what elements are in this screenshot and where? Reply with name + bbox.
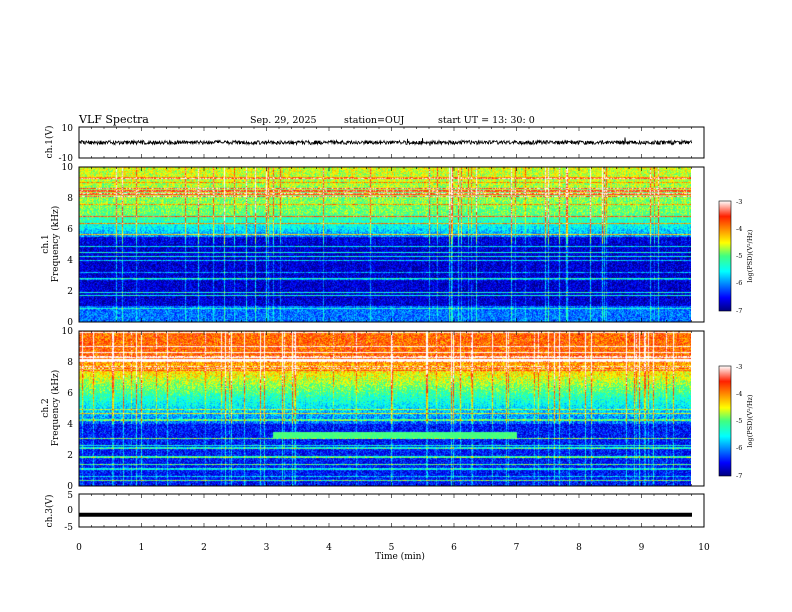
xtick-7: 7 bbox=[514, 543, 520, 553]
figure-title: VLF Spectra bbox=[78, 113, 149, 126]
station-label: station=OUJ bbox=[344, 115, 405, 126]
ch3-waveform-panel: 5 0 -5 ch.3(V) bbox=[44, 491, 705, 533]
ch2-spectrogram-ylabel-frequency: Frequency (kHz) bbox=[50, 370, 61, 447]
ch2-ytick-2: 2 bbox=[67, 451, 73, 461]
ch1-ytick-bottom: -10 bbox=[59, 154, 74, 164]
ch3-waveform-ylabel: ch.3(V) bbox=[44, 495, 55, 528]
ch2-colorbar-label: log(PSD)(V²/Hz) bbox=[746, 394, 754, 447]
ch1-cb-tick-5: -5 bbox=[736, 252, 742, 260]
ch2-spectrogram-ylabel-channel: ch.2 bbox=[41, 398, 51, 417]
start-time-label: start UT = 13: 30: 0 bbox=[438, 115, 535, 126]
date-label: Sep. 29, 2025 bbox=[250, 115, 317, 126]
ch1-ytick-8: 8 bbox=[67, 194, 73, 204]
ch2-spectrogram-image bbox=[79, 331, 691, 486]
ch2-cb-tick-3: -3 bbox=[736, 363, 742, 371]
xtick-5: 5 bbox=[389, 543, 395, 553]
xaxis-label: Time (min) bbox=[375, 551, 425, 562]
ch2-cb-tick-7: -7 bbox=[736, 472, 742, 480]
ch2-cb-tick-4: -4 bbox=[736, 390, 742, 398]
ch1-colorbar: -3 -4 -5 -6 -7 log(PSD)(V²/Hz) bbox=[718, 198, 754, 315]
ch1-ytick-10: 10 bbox=[62, 163, 74, 173]
ch1-spectrogram-ylabel-channel: ch.1 bbox=[41, 234, 51, 253]
xtick-1: 1 bbox=[139, 543, 145, 553]
ch1-spectrogram-panel: 0 2 4 6 8 10 ch.1 Frequency (kHz) bbox=[41, 163, 705, 328]
xtick-3: 3 bbox=[264, 543, 270, 553]
ch2-spectrogram-yticks: 0 2 4 6 8 10 bbox=[62, 327, 74, 492]
ch1-cb-tick-7: -7 bbox=[736, 307, 742, 315]
ch1-ytick-0: 0 bbox=[67, 318, 73, 328]
axis-ticks bbox=[78, 127, 705, 527]
ch1-cb-tick-6: -6 bbox=[736, 279, 742, 287]
xtick-10: 10 bbox=[698, 543, 710, 553]
ch2-ytick-4: 4 bbox=[67, 420, 73, 430]
ch1-cb-tick-4: -4 bbox=[736, 225, 742, 233]
time-axis: 0 1 2 3 4 5 6 7 8 9 10 Time (min) bbox=[76, 543, 710, 562]
ch1-ytick-top: 10 bbox=[62, 124, 74, 134]
ch3-ytick-bottom: -5 bbox=[64, 523, 73, 533]
ch1-colorbar-gradient bbox=[718, 200, 732, 312]
ch2-colorbar: -3 -4 -5 -6 -7 log(PSD)(V²/Hz) bbox=[718, 363, 754, 480]
ch2-ytick-6: 6 bbox=[67, 389, 73, 399]
xtick-4: 4 bbox=[326, 543, 332, 553]
ch2-ytick-0: 0 bbox=[67, 482, 73, 492]
xtick-8: 8 bbox=[576, 543, 582, 553]
ch2-ytick-8: 8 bbox=[67, 358, 73, 368]
xtick-6: 6 bbox=[451, 543, 457, 553]
xtick-0: 0 bbox=[76, 543, 82, 553]
ch2-spectrogram-panel: 0 2 4 6 8 10 ch.2 Frequency (kHz) bbox=[41, 327, 705, 492]
ch3-waveform-frame bbox=[78, 493, 705, 528]
ch1-spectrogram-yticks: 0 2 4 6 8 10 bbox=[62, 163, 74, 328]
ch2-colorbar-gradient bbox=[718, 365, 732, 477]
ch1-spectrogram-ylabel-frequency: Frequency (kHz) bbox=[50, 206, 61, 283]
ch2-cb-tick-5: -5 bbox=[736, 417, 742, 425]
ch2-ytick-10: 10 bbox=[62, 327, 74, 337]
ch1-waveform-panel: 10 -10 ch.1(V) bbox=[44, 124, 705, 164]
ch1-waveform-trace bbox=[78, 137, 693, 147]
ch1-ytick-4: 4 bbox=[67, 256, 73, 266]
ch3-ytick-top: 5 bbox=[67, 491, 73, 501]
ch2-cb-tick-6: -6 bbox=[736, 444, 742, 452]
ch1-cb-tick-3: -3 bbox=[736, 198, 742, 206]
ch3-ytick-mid: 0 bbox=[67, 506, 73, 516]
xtick-2: 2 bbox=[201, 543, 207, 553]
xtick-9: 9 bbox=[639, 543, 645, 553]
ch1-waveform-ylabel: ch.1(V) bbox=[44, 126, 55, 159]
ch1-ytick-2: 2 bbox=[67, 287, 73, 297]
ch1-ytick-6: 6 bbox=[67, 225, 73, 235]
ch1-colorbar-label: log(PSD)(V²/Hz) bbox=[746, 229, 754, 282]
ch1-spectrogram-image bbox=[79, 167, 691, 322]
